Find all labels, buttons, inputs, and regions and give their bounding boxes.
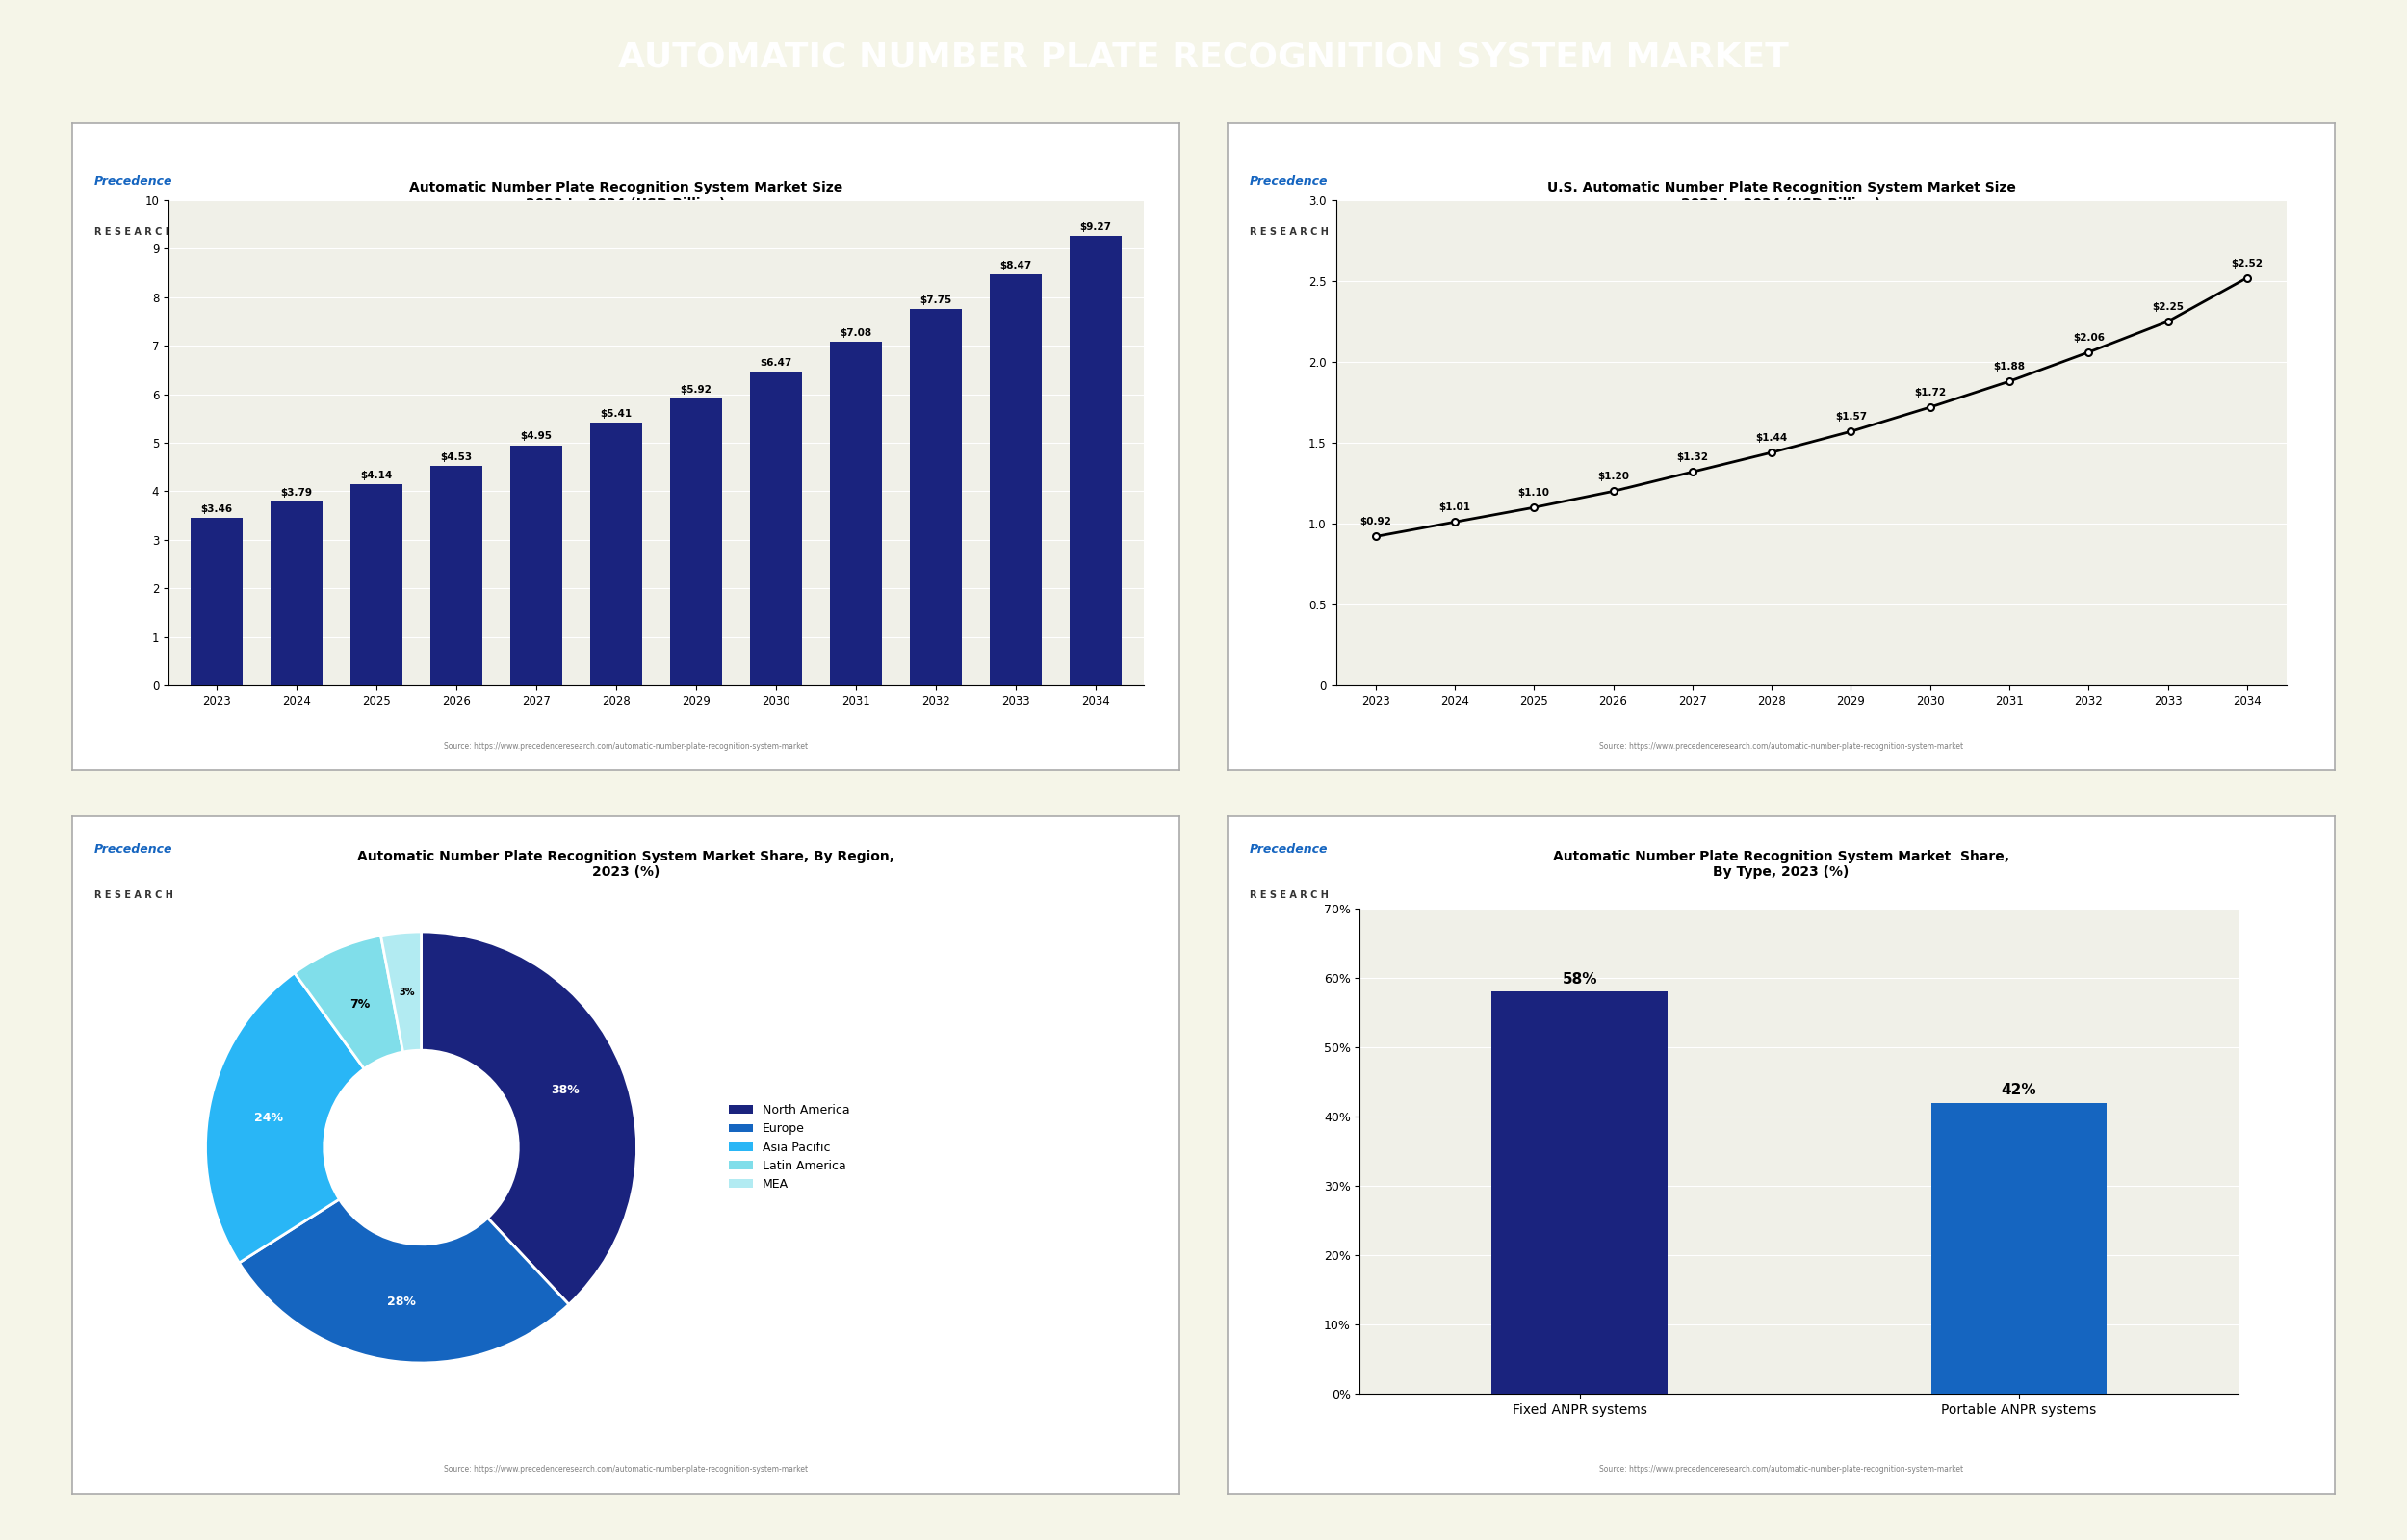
- Text: $5.41: $5.41: [599, 410, 633, 419]
- Text: $4.14: $4.14: [361, 471, 392, 480]
- Text: 42%: 42%: [2000, 1083, 2036, 1096]
- Text: R E S E A R C H: R E S E A R C H: [94, 890, 173, 901]
- Text: $9.27: $9.27: [1078, 222, 1112, 231]
- Text: $0.92: $0.92: [1360, 517, 1391, 527]
- Wedge shape: [421, 932, 638, 1304]
- Bar: [1069, 236, 1122, 685]
- Text: 7%: 7%: [349, 998, 371, 1012]
- Text: $1.44: $1.44: [1755, 433, 1788, 442]
- Bar: [510, 445, 561, 685]
- Text: Precedence: Precedence: [1249, 176, 1329, 188]
- Text: $6.47: $6.47: [761, 357, 792, 368]
- Text: Precedence: Precedence: [1249, 844, 1329, 856]
- Text: $2.25: $2.25: [2152, 302, 2183, 311]
- Text: Automatic Number Plate Recognition System Market Share, By Region,
2023 (%): Automatic Number Plate Recognition Syste…: [356, 850, 895, 879]
- Text: 38%: 38%: [551, 1084, 580, 1096]
- Bar: [1930, 1103, 2106, 1394]
- Bar: [590, 424, 643, 685]
- Bar: [351, 485, 402, 685]
- Legend: North America, Europe, Asia Pacific, Latin America, MEA: North America, Europe, Asia Pacific, Lat…: [725, 1100, 854, 1195]
- Text: 3%: 3%: [400, 989, 414, 998]
- Text: Source: https://www.precedenceresearch.com/automatic-number-plate-recognition-sy: Source: https://www.precedenceresearch.c…: [1598, 1465, 1964, 1474]
- Text: $7.75: $7.75: [919, 296, 951, 305]
- Bar: [989, 274, 1042, 685]
- Text: Precedence: Precedence: [94, 176, 173, 188]
- Text: $7.08: $7.08: [840, 328, 871, 337]
- Text: R E S E A R C H: R E S E A R C H: [94, 226, 173, 236]
- Bar: [830, 342, 881, 685]
- Text: $5.92: $5.92: [681, 385, 712, 394]
- Text: 28%: 28%: [388, 1295, 416, 1307]
- Text: $1.57: $1.57: [1834, 413, 1868, 422]
- Bar: [431, 465, 481, 685]
- Text: $4.53: $4.53: [440, 453, 472, 462]
- Text: $1.20: $1.20: [1598, 471, 1630, 482]
- Text: $3.46: $3.46: [200, 504, 233, 513]
- Text: Automatic Number Plate Recognition System Market  Share,
By Type, 2023 (%): Automatic Number Plate Recognition Syste…: [1553, 850, 2010, 879]
- Wedge shape: [238, 1200, 568, 1363]
- Text: $1.01: $1.01: [1439, 502, 1471, 513]
- Wedge shape: [294, 935, 402, 1069]
- Text: $1.10: $1.10: [1519, 488, 1550, 497]
- Text: $8.47: $8.47: [999, 260, 1033, 271]
- Text: $2.06: $2.06: [2072, 333, 2104, 342]
- Text: $1.72: $1.72: [1914, 388, 1945, 397]
- Text: $1.88: $1.88: [1993, 362, 2024, 371]
- Text: AUTOMATIC NUMBER PLATE RECOGNITION SYSTEM MARKET: AUTOMATIC NUMBER PLATE RECOGNITION SYSTE…: [619, 42, 1788, 74]
- Text: $1.32: $1.32: [1678, 453, 1709, 462]
- Bar: [270, 502, 323, 685]
- Text: 24%: 24%: [255, 1112, 284, 1124]
- Text: Source: https://www.precedenceresearch.com/automatic-number-plate-recognition-sy: Source: https://www.precedenceresearch.c…: [443, 1465, 809, 1474]
- Bar: [190, 517, 243, 685]
- Text: $3.79: $3.79: [282, 488, 313, 497]
- Text: Automatic Number Plate Recognition System Market Size
2023 to 2034 (USD Billion): Automatic Number Plate Recognition Syste…: [409, 182, 842, 211]
- Bar: [751, 371, 802, 685]
- Text: $2.52: $2.52: [2231, 259, 2263, 268]
- Bar: [1492, 992, 1668, 1394]
- Wedge shape: [380, 932, 421, 1052]
- Text: R E S E A R C H: R E S E A R C H: [1249, 226, 1329, 236]
- Bar: [669, 399, 722, 685]
- Text: Source: https://www.precedenceresearch.com/automatic-number-plate-recognition-sy: Source: https://www.precedenceresearch.c…: [443, 742, 809, 750]
- Text: Precedence: Precedence: [94, 844, 173, 856]
- Text: Source: https://www.precedenceresearch.com/automatic-number-plate-recognition-sy: Source: https://www.precedenceresearch.c…: [1598, 742, 1964, 750]
- Text: U.S. Automatic Number Plate Recognition System Market Size
2023 to 2034 (USD Bil: U.S. Automatic Number Plate Recognition …: [1548, 182, 2015, 211]
- Text: 58%: 58%: [1562, 972, 1598, 986]
- Bar: [910, 310, 960, 685]
- Text: $4.95: $4.95: [520, 431, 551, 442]
- Text: R E S E A R C H: R E S E A R C H: [1249, 890, 1329, 901]
- Wedge shape: [205, 973, 363, 1263]
